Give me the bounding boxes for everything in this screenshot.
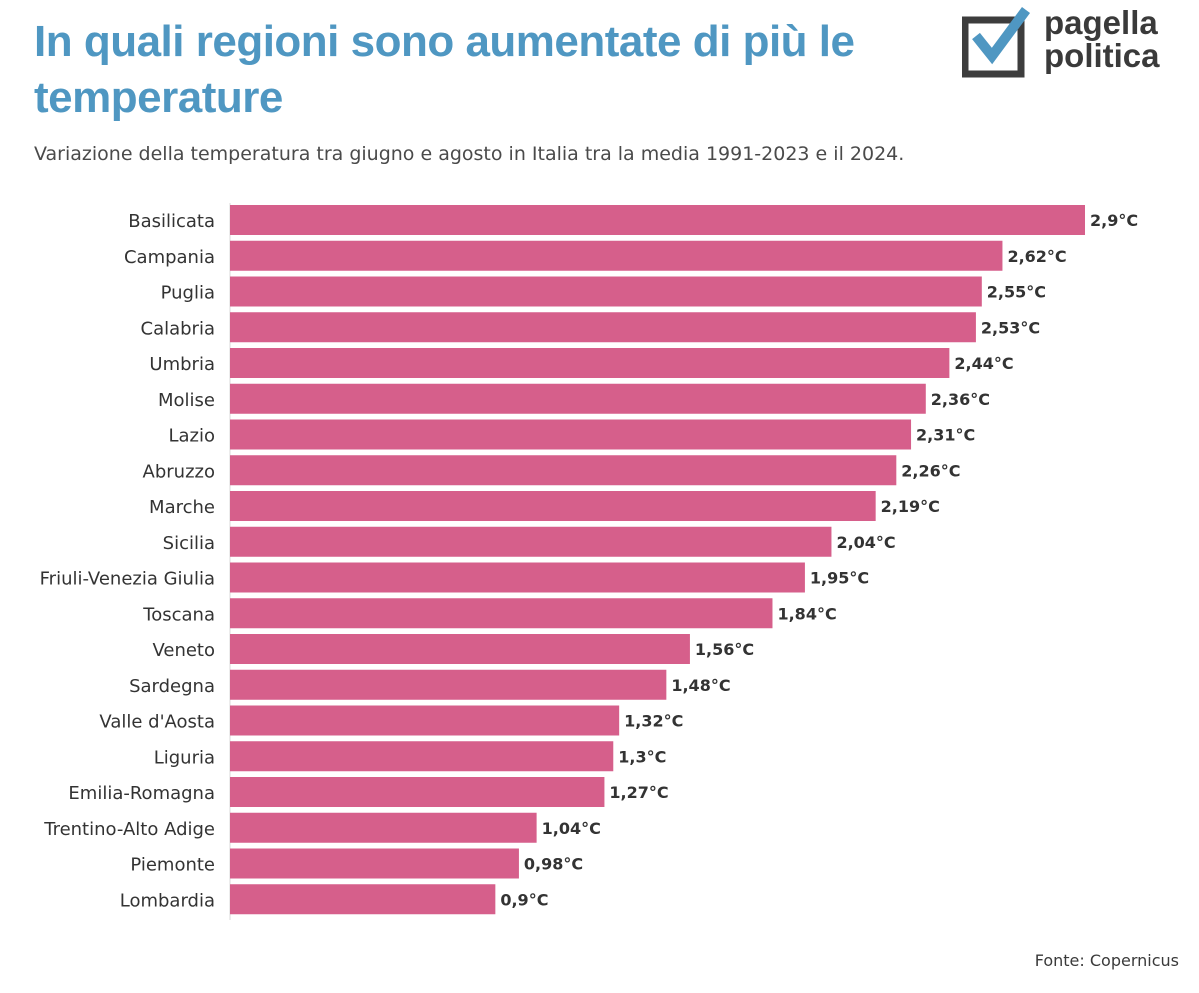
logo-wordmark: pagella politica bbox=[1044, 6, 1160, 72]
bar-chart: Basilicata 2,9°C Campania 2,62°C Puglia 2,55°… bbox=[0, 190, 1199, 930]
category-label: Toscana bbox=[142, 604, 215, 625]
category-label: Lazio bbox=[168, 426, 215, 447]
category-label: Calabria bbox=[141, 318, 216, 339]
value-label: 1,95°C bbox=[810, 569, 869, 588]
category-label: Trentino-Alto Adige bbox=[43, 819, 215, 840]
value-label: 1,84°C bbox=[777, 604, 836, 623]
bar bbox=[230, 455, 897, 486]
chart-title: In quali regioni sono aumentate di più l… bbox=[34, 17, 855, 122]
category-label: Umbria bbox=[149, 354, 215, 375]
value-label: 1,3°C bbox=[618, 747, 666, 766]
bar bbox=[230, 777, 605, 807]
bar bbox=[230, 705, 620, 736]
chart-subtitle: Variazione della temperatura tra giugno … bbox=[34, 143, 905, 165]
value-label: 1,04°C bbox=[542, 819, 601, 838]
value-label: 0,9°C bbox=[500, 890, 548, 909]
value-label: 2,44°C bbox=[954, 354, 1013, 373]
category-label: Friuli-Venezia Giulia bbox=[40, 569, 215, 590]
bar-chart-svg: Basilicata 2,9°C Campania 2,62°C Puglia 2,55°… bbox=[40, 203, 1138, 920]
bar bbox=[230, 812, 537, 843]
category-label: Sardegna bbox=[129, 676, 215, 697]
bar bbox=[230, 741, 614, 772]
bar bbox=[230, 348, 950, 378]
pagella-politica-logo: pagella politica bbox=[961, 6, 1172, 78]
category-label: Abruzzo bbox=[143, 461, 215, 482]
value-label: 1,56°C bbox=[695, 640, 754, 659]
value-label: 2,62°C bbox=[1007, 247, 1066, 266]
bar bbox=[230, 312, 976, 343]
value-label: 0,98°C bbox=[524, 855, 583, 874]
source-note: Fonte: Copernicus bbox=[1034, 951, 1179, 970]
bar bbox=[230, 634, 690, 664]
value-label: 2,26°C bbox=[901, 461, 960, 480]
category-label: Molise bbox=[158, 390, 215, 411]
bar bbox=[230, 884, 496, 915]
category-label: Puglia bbox=[161, 283, 215, 304]
value-label: 2,55°C bbox=[987, 283, 1046, 302]
bar bbox=[230, 240, 1003, 271]
value-label: 2,19°C bbox=[881, 497, 940, 516]
bar bbox=[230, 205, 1085, 235]
value-label: 1,32°C bbox=[624, 712, 683, 731]
bar bbox=[230, 526, 832, 557]
category-label: Piemonte bbox=[130, 855, 215, 876]
value-label: 2,9°C bbox=[1090, 211, 1138, 230]
category-label: Marche bbox=[149, 497, 215, 518]
bar bbox=[230, 276, 982, 307]
value-label: 1,48°C bbox=[671, 676, 730, 695]
bar bbox=[230, 598, 773, 629]
bar bbox=[230, 848, 519, 879]
logo-line-1: pagella bbox=[1044, 4, 1158, 41]
value-label: 1,27°C bbox=[609, 783, 668, 802]
bar bbox=[230, 491, 876, 521]
value-label: 2,53°C bbox=[981, 318, 1040, 337]
bar bbox=[230, 419, 912, 450]
value-label: 2,31°C bbox=[916, 426, 975, 445]
category-label: Valle d'Aosta bbox=[99, 712, 215, 733]
bar bbox=[230, 383, 926, 414]
bar bbox=[230, 562, 805, 593]
category-label: Lombardia bbox=[120, 890, 215, 911]
bar bbox=[230, 669, 667, 700]
category-label: Liguria bbox=[154, 747, 215, 768]
category-label: Campania bbox=[124, 247, 215, 268]
value-label: 2,36°C bbox=[931, 390, 990, 409]
category-label: Emilia-Romagna bbox=[68, 783, 215, 804]
checkbox-check-icon bbox=[961, 7, 1031, 78]
value-label: 2,04°C bbox=[836, 533, 895, 552]
category-label: Veneto bbox=[152, 640, 215, 661]
logo-line-2: politica bbox=[1044, 37, 1160, 74]
category-label: Sicilia bbox=[163, 533, 215, 554]
category-label: Basilicata bbox=[128, 211, 215, 232]
